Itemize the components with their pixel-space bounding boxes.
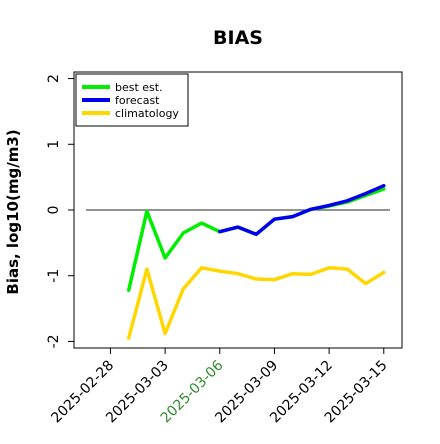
y-tick-label: 1 [46,140,62,149]
y-axis-ticks: -2 -1 0 1 2 [46,74,74,348]
series-line-forecast [218,183,386,237]
y-axis-label: Bias, log10(mg/m3) [4,129,22,294]
series-line-best-est [126,187,386,292]
y-tick-label: 0 [46,206,62,215]
x-axis-ticks: 2025-02-282025-03-032025-03-062025-03-09… [48,348,391,426]
y-tick-label: -2 [46,334,62,348]
chart-title: BIAS [213,27,263,49]
legend-label: climatology [115,107,179,120]
y-tick-label: -1 [46,269,62,283]
series-line-climatology [126,266,386,340]
series-layer [126,183,386,340]
legend-label: best est. [115,81,163,94]
legend-label: forecast [115,94,160,107]
y-tick-label: 2 [46,74,62,83]
